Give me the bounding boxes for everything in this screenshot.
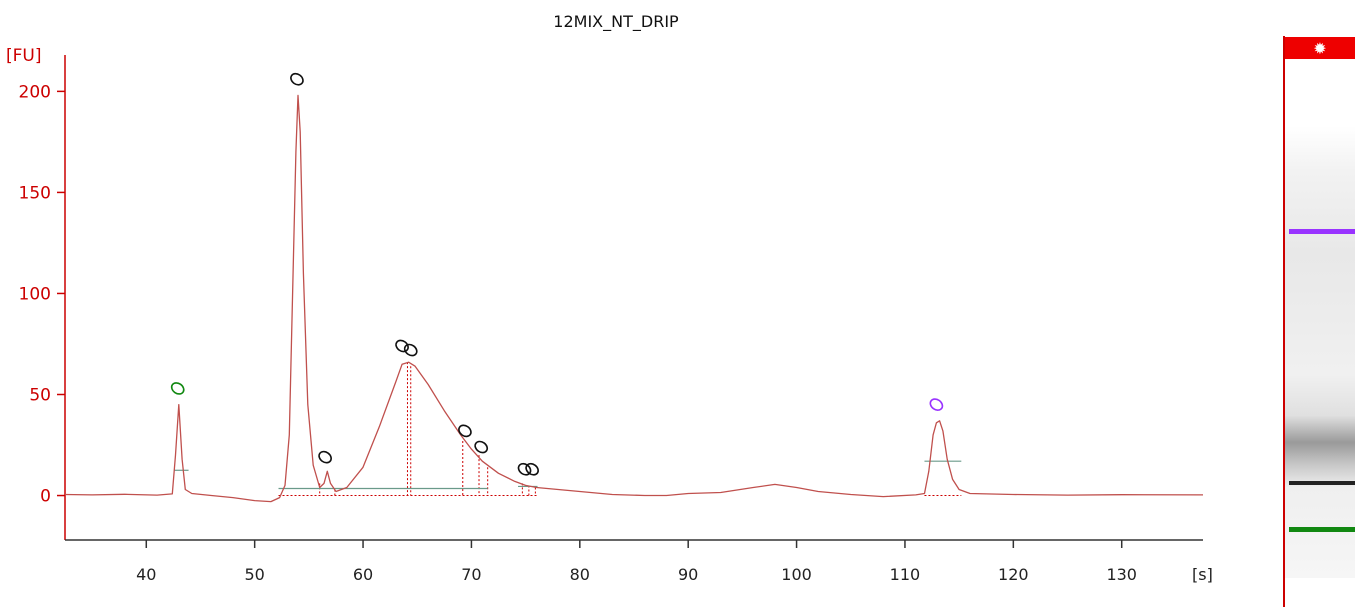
y-tick-label: 200 <box>19 82 51 102</box>
peak-marker <box>318 450 332 464</box>
peak-markers <box>170 72 944 476</box>
gel-lower-marker-band <box>1289 527 1355 532</box>
peak-marker <box>525 462 539 476</box>
x-tick-label: 60 <box>353 565 373 584</box>
y-tick-label: 150 <box>19 183 51 203</box>
gel-sample-band <box>1289 481 1355 485</box>
series-layer <box>64 94 1204 503</box>
peak-annotations <box>174 362 962 497</box>
peak-marker <box>395 339 409 353</box>
gel-top-marker <box>1285 37 1355 59</box>
y-axis-unit-label: [FU] <box>6 46 42 66</box>
y-axis: 0 50 100 150 200 <box>19 55 66 540</box>
gel-upper-marker-band <box>1289 229 1355 234</box>
x-tick-label: 50 <box>244 565 264 584</box>
x-tick-label: 40 <box>136 565 156 584</box>
x-tick-label: 70 <box>461 565 481 584</box>
x-tick-label: 130 <box>1106 565 1137 584</box>
fluorescence-trace <box>64 94 1204 503</box>
x-tick-label: 120 <box>998 565 1029 584</box>
peak-marker <box>170 382 185 395</box>
x-tick-label: 90 <box>678 565 698 584</box>
chart-title: 12MIX_NT_DRIP <box>553 12 679 32</box>
peak-marker <box>458 424 472 438</box>
x-axis-unit-label: [s] <box>1192 565 1213 584</box>
y-tick-label: 0 <box>40 487 51 507</box>
x-tick-label: 80 <box>570 565 590 584</box>
gel-lane-background <box>1285 126 1355 578</box>
peak-marker <box>403 343 418 357</box>
y-tick-label: 100 <box>19 284 51 304</box>
gel-lane: ✹ <box>1283 36 1355 607</box>
x-tick-label: 110 <box>890 565 921 584</box>
x-tick-label: 100 <box>781 565 812 584</box>
peak-marker <box>474 440 489 454</box>
peak-marker <box>929 398 944 411</box>
gel-top-marker-icon: ✹ <box>1313 39 1326 58</box>
peak-marker <box>290 72 304 86</box>
y-tick-label: 50 <box>29 386 51 406</box>
x-axis: 40 50 60 70 80 90 100 110 120 130 <box>65 539 1203 584</box>
